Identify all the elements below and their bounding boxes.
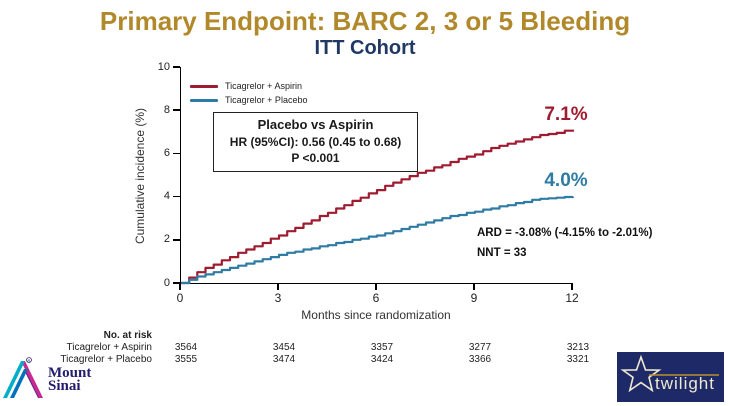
svg-text:R: R: [28, 358, 31, 363]
risk-row-label-placebo: Ticagrelor + Placebo: [60, 354, 152, 365]
risk-value: 3454: [272, 342, 296, 353]
risk-value: 3357: [370, 342, 394, 353]
x-tick-label: 12: [565, 291, 579, 305]
risk-value: 3564: [174, 342, 198, 353]
nnt-text: NNT = 33: [477, 247, 527, 259]
x-tick-label: 6: [372, 291, 380, 305]
mount-sinai-logo: R Mount Sinai: [2, 354, 91, 400]
legend-label-placebo: Ticagrelor + Placebo: [225, 95, 308, 105]
risk-value: 3277: [468, 342, 492, 353]
aspirin-end-label: 7.1%: [544, 104, 588, 125]
y-tick-label: 8: [163, 103, 170, 116]
risk-table-header: No. at risk: [103, 330, 152, 341]
risk-value: 3424: [370, 354, 394, 365]
x-tick-mark: [179, 283, 181, 290]
ard-text: ARD = -3.08% (-4.15% to -2.01%): [477, 227, 653, 239]
y-tick-mark: [173, 195, 180, 198]
km-curves: [181, 129, 575, 285]
risk-value: 3366: [468, 354, 492, 365]
mount-sinai-mountain-icon: R: [3, 357, 43, 398]
placebo-line-swatch: [190, 98, 218, 102]
x-tick-mark: [571, 283, 573, 290]
risk-value: 3321: [566, 354, 590, 365]
y-tick-mark: [173, 239, 180, 241]
x-axis-label: Months since randomization: [301, 308, 451, 322]
x-tick-label: 0: [176, 291, 184, 305]
twilight-star-icon: [620, 354, 719, 393]
y-tick-mark: [173, 152, 180, 155]
legend-row-aspirin: Ticagrelor + Aspirin: [190, 79, 307, 93]
x-tick-mark: [375, 283, 377, 290]
twilight-logo: twilight: [617, 352, 724, 402]
cohort-subtitle: ITT Cohort: [314, 37, 416, 59]
y-tick-label: 6: [163, 146, 170, 159]
hr-stats-box: Placebo vs Aspirin HR (95%CI): 0.56 (0.4…: [213, 112, 418, 172]
stats-box-title: Placebo vs Aspirin: [257, 117, 374, 132]
page-title: Primary Endpoint: BARC 2, 3 or 5 Bleedin…: [99, 6, 631, 36]
twilight-wordmark: twilight: [655, 374, 715, 393]
stats-box-pvalue: P <0.001: [291, 151, 340, 165]
legend-label-aspirin: Ticagrelor + Aspirin: [225, 81, 302, 91]
x-tick-label: 9: [470, 291, 478, 305]
legend: Ticagrelor + Aspirin Ticagrelor + Placeb…: [190, 79, 307, 107]
y-tick-mark: [173, 109, 180, 111]
y-tick-mark: [173, 66, 180, 68]
y-tick-label: 10: [157, 60, 170, 73]
ard-nnt-annotation: ARD = -3.08% (-4.15% to -2.01%) NNT = 33: [477, 223, 652, 263]
y-tick-mark: [173, 282, 180, 284]
curve-ticagrelor-aspirin: [181, 129, 575, 285]
risk-value: 3555: [174, 354, 198, 365]
risk-row-label-aspirin: Ticagrelor + Aspirin: [66, 342, 153, 353]
risk-value: 3213: [566, 342, 590, 353]
y-tick-label: 2: [163, 233, 170, 246]
y-tick-label: 4: [163, 190, 170, 203]
y-tick-label: 0: [163, 276, 170, 289]
placebo-end-label: 4.0%: [544, 170, 588, 191]
aspirin-line-swatch: [190, 84, 218, 88]
x-tick-label: 3: [274, 291, 282, 305]
risk-value: 3474: [272, 354, 296, 365]
legend-row-placebo: Ticagrelor + Placebo: [190, 93, 307, 107]
mount-sinai-wordmark: Mount Sinai: [48, 364, 92, 394]
curve-ticagrelor-placebo: [181, 195, 575, 285]
x-tick-mark: [473, 283, 475, 290]
x-tick-mark: [277, 283, 279, 290]
stats-box-hr: HR (95%CI): 0.56 (0.45 to 0.68): [229, 134, 402, 149]
